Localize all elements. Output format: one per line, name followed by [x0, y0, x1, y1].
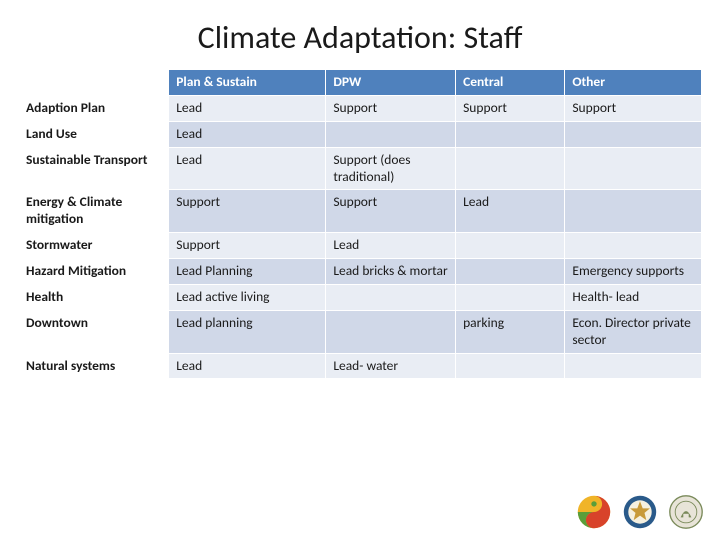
- cell: Econ. Director private sector: [565, 310, 702, 353]
- cell: Lead active living: [169, 284, 326, 310]
- row-label: Hazard Mitigation: [19, 259, 169, 285]
- cell: Support: [169, 190, 326, 233]
- footer-logos: [574, 492, 706, 532]
- seal-logo-icon: [666, 492, 706, 532]
- cell: Lead- water: [326, 353, 456, 379]
- cell: Lead bricks & mortar: [326, 259, 456, 285]
- cell: Support: [565, 95, 702, 121]
- cell: [565, 190, 702, 233]
- row-label: Energy & Climate mitigation: [19, 190, 169, 233]
- cell: Support: [326, 95, 456, 121]
- table-header-central: Central: [456, 70, 565, 96]
- cell: Support: [326, 190, 456, 233]
- cell: Support: [456, 95, 565, 121]
- cell: Lead Planning: [169, 259, 326, 285]
- page-title: Climate Adaptation: Staff: [0, 0, 720, 69]
- staff-table: Plan & Sustain DPW Central Other Adaptio…: [18, 69, 702, 379]
- table-row: Land Use Lead: [19, 121, 702, 147]
- table-row: Adaption Plan Lead Support Support Suppo…: [19, 95, 702, 121]
- row-label: Sustainable Transport: [19, 147, 169, 190]
- table-header-other: Other: [565, 70, 702, 96]
- cell: [456, 147, 565, 190]
- table-header-row: Plan & Sustain DPW Central Other: [19, 70, 702, 96]
- cell: Lead: [169, 121, 326, 147]
- table-header-plan-sustain: Plan & Sustain: [169, 70, 326, 96]
- row-label: Land Use: [19, 121, 169, 147]
- cell: [456, 121, 565, 147]
- row-label: Downtown: [19, 310, 169, 353]
- cell: [565, 233, 702, 259]
- cell: [565, 353, 702, 379]
- cell: [326, 310, 456, 353]
- table-row: Health Lead active living Health- lead: [19, 284, 702, 310]
- table-row: Hazard Mitigation Lead Planning Lead bri…: [19, 259, 702, 285]
- cell: Emergency supports: [565, 259, 702, 285]
- cell: Support (does traditional): [326, 147, 456, 190]
- cell: [456, 353, 565, 379]
- row-label: Adaption Plan: [19, 95, 169, 121]
- cell: Lead: [169, 147, 326, 190]
- table-row: Stormwater Support Lead: [19, 233, 702, 259]
- cell: Lead: [169, 95, 326, 121]
- table-row: Natural systems Lead Lead- water: [19, 353, 702, 379]
- row-label: Natural systems: [19, 353, 169, 379]
- cell: [456, 233, 565, 259]
- cell: [326, 121, 456, 147]
- yin-yang-logo-icon: [574, 492, 614, 532]
- star-badge-logo-icon: [620, 492, 660, 532]
- cell: Lead: [169, 353, 326, 379]
- cell: Lead: [456, 190, 565, 233]
- table-header-corner: [19, 70, 169, 96]
- cell: [456, 284, 565, 310]
- table-row: Sustainable Transport Lead Support (does…: [19, 147, 702, 190]
- table-row: Energy & Climate mitigation Support Supp…: [19, 190, 702, 233]
- cell: Support: [169, 233, 326, 259]
- table-body: Adaption Plan Lead Support Support Suppo…: [19, 95, 702, 379]
- table-row: Downtown Lead planning parking Econ. Dir…: [19, 310, 702, 353]
- row-label: Health: [19, 284, 169, 310]
- cell: Lead planning: [169, 310, 326, 353]
- cell: [326, 284, 456, 310]
- cell: parking: [456, 310, 565, 353]
- cell: [565, 147, 702, 190]
- cell: Health- lead: [565, 284, 702, 310]
- cell: [456, 259, 565, 285]
- cell: Lead: [326, 233, 456, 259]
- table-header-dpw: DPW: [326, 70, 456, 96]
- staff-table-container: Plan & Sustain DPW Central Other Adaptio…: [0, 69, 720, 379]
- cell: [565, 121, 702, 147]
- row-label: Stormwater: [19, 233, 169, 259]
